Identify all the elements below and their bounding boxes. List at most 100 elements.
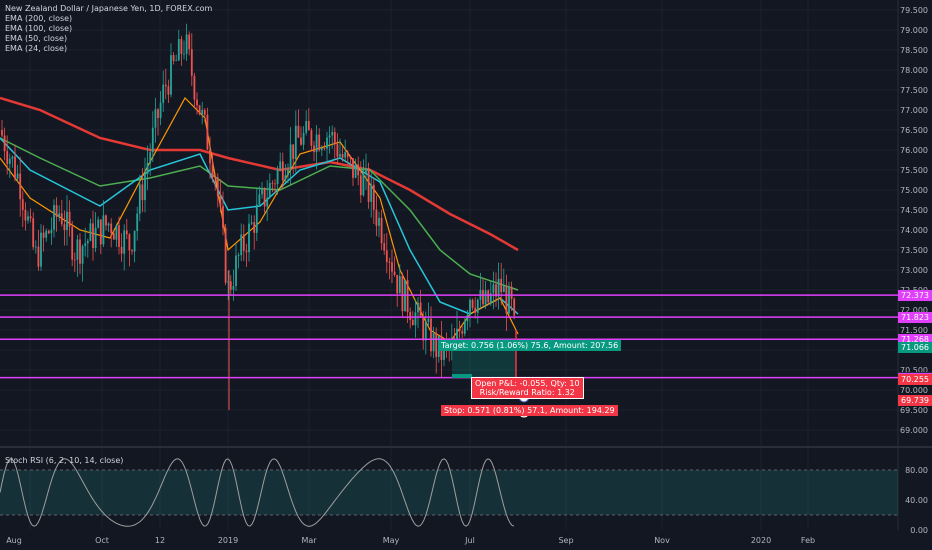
candle-body (141, 184, 144, 201)
ema24-line (0, 97, 519, 343)
candle-body (289, 144, 292, 169)
candle-body (73, 259, 76, 261)
candle-body (331, 131, 334, 136)
candle-body (458, 328, 461, 332)
candle-body (398, 276, 401, 294)
candle-body (24, 209, 27, 221)
candle-body (307, 121, 310, 131)
ema100-legend[interactable]: EMA (100, close) (5, 24, 73, 33)
candle-body (16, 173, 19, 179)
candle-body (71, 226, 74, 260)
candle-body (45, 230, 48, 238)
time-tick-label: Nov (654, 536, 670, 545)
ema50-legend[interactable]: EMA (50, close) (5, 34, 68, 43)
time-tick-label: 12 (154, 536, 166, 545)
candle-body (349, 156, 352, 159)
candle-body (357, 164, 360, 176)
candle-body (63, 224, 66, 231)
candle-body (279, 161, 282, 170)
candle-body (424, 321, 427, 341)
candle-body (393, 271, 396, 276)
candle-body (107, 223, 110, 226)
candle-body (180, 39, 183, 54)
price-tick-label: 74.500 (900, 206, 928, 215)
candle-body (32, 218, 35, 248)
candle-body (11, 156, 14, 159)
candle-body (157, 109, 159, 119)
candle-body (422, 316, 425, 341)
candle-body (118, 225, 120, 247)
candle-body (359, 175, 362, 196)
candle-body (274, 183, 276, 185)
time-tick-label: 2020 (750, 536, 772, 545)
price-tick-label: 79.000 (900, 26, 928, 35)
candle-body (227, 281, 230, 283)
candle-body (144, 174, 146, 201)
price-tick-label: 72.000 (900, 306, 928, 315)
candle-body (495, 284, 497, 297)
candle-body (81, 246, 84, 264)
candle-body (336, 144, 339, 157)
candle-body (365, 168, 367, 174)
candle-body (268, 183, 271, 198)
candle-body (235, 255, 237, 287)
candle-body (419, 302, 422, 317)
candle-body (513, 298, 516, 316)
candle-body (94, 227, 97, 249)
candle-body (6, 151, 9, 164)
candle-body (469, 299, 471, 315)
candle-body (198, 105, 201, 115)
candle-body (380, 217, 383, 244)
open-pl-label[interactable]: Open P&L: -0.055, Qty: 10 Risk/Reward Ra… (471, 377, 584, 399)
candle-body (500, 278, 503, 293)
candle-body (53, 205, 55, 230)
candle-body (133, 230, 136, 252)
time-tick-label: Mar (301, 536, 317, 545)
candle-body (505, 286, 508, 314)
candle-body (352, 158, 354, 178)
rsi-legend[interactable]: Stoch RSI (6, 2, 10, 14, close) (5, 456, 124, 465)
ema24-legend[interactable]: EMA (24, close) (5, 44, 68, 53)
candle-body (510, 286, 513, 299)
candle-body (318, 134, 321, 151)
candle-body (427, 318, 430, 322)
price-tick-label: 76.500 (900, 126, 928, 135)
candle-body (237, 255, 240, 256)
time-tick-label: 2019 (217, 536, 239, 545)
candle-body (391, 262, 393, 272)
candle-body (326, 137, 328, 149)
candle-body (471, 299, 474, 308)
candle-body (34, 246, 37, 248)
candle-body (1, 130, 3, 136)
ema200-legend[interactable]: EMA (200, close) (5, 14, 73, 23)
candle-body (209, 149, 211, 164)
candle-body (300, 137, 302, 145)
candle-body (50, 229, 53, 234)
candle-body (476, 299, 479, 313)
candle-body (76, 239, 79, 260)
candle-body (261, 188, 263, 195)
candle-body (120, 246, 123, 254)
candle-body (84, 243, 87, 247)
time-tick-label: Jul (465, 536, 475, 545)
candle-body (66, 211, 68, 231)
price-tick-label: 77.000 (900, 106, 928, 115)
target-label[interactable]: Target: 0.756 (1.06%) 75.6, Amount: 207.… (438, 340, 622, 351)
candle-body (409, 311, 412, 321)
candle-body (164, 84, 167, 87)
stoch-rsi-line (0, 458, 515, 527)
open-pl-text: Open P&L: -0.055, Qty: 10 (475, 379, 580, 388)
candle-body (115, 225, 118, 240)
stop-label[interactable]: Stop: 0.571 (0.81%) 57.1, Amount: 194.29 (441, 405, 618, 416)
candle-body (27, 216, 29, 221)
candle-body (149, 152, 152, 164)
candle-body (497, 278, 500, 297)
price-badge: 72.373 (898, 289, 932, 301)
candle-body (102, 215, 105, 245)
candle-body (341, 154, 344, 158)
symbol-title[interactable]: New Zealand Dollar / Japanese Yen, 1D, F… (5, 4, 213, 13)
candle-body (388, 262, 391, 263)
candle-body (219, 196, 222, 206)
